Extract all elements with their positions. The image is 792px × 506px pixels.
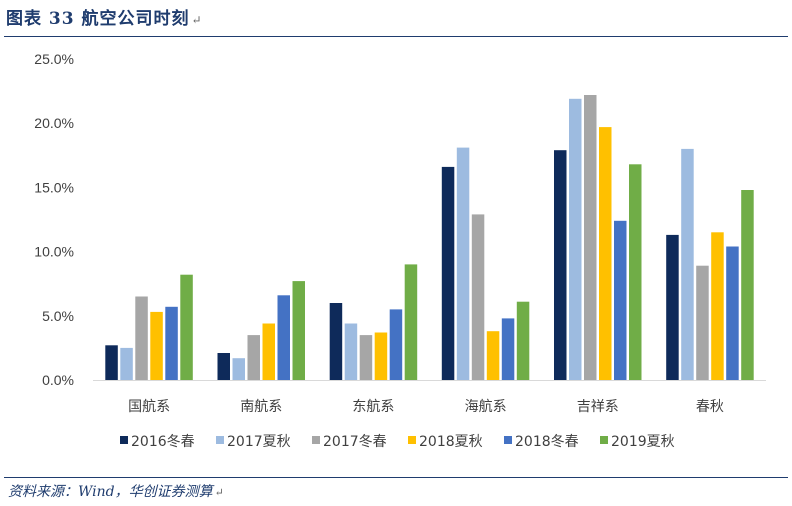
- bar: [105, 345, 118, 380]
- legend: 2016冬春 2017夏秋 2017冬春 2018夏秋 2018冬春 2019夏秋: [120, 434, 675, 450]
- legend-swatch: [216, 436, 224, 444]
- bar: [232, 358, 245, 380]
- x-axis: 国航系 南航系 东航系 海航系 吉祥系 春秋: [128, 399, 724, 415]
- bar: [150, 311, 163, 380]
- bar: [681, 148, 694, 380]
- bar: [629, 164, 642, 380]
- x-tick-label: 南航系: [240, 399, 282, 415]
- legend-swatch: [600, 436, 608, 444]
- legend-swatch: [504, 436, 512, 444]
- bar: [726, 246, 739, 380]
- legend-swatch: [312, 436, 320, 444]
- bar: [696, 265, 709, 380]
- x-tick-label: 海航系: [465, 399, 507, 415]
- bar: [344, 323, 358, 380]
- bar: [456, 147, 470, 380]
- bar: [135, 296, 148, 380]
- y-tick-label: 20.0%: [34, 115, 74, 131]
- bar: [569, 98, 582, 381]
- bar: [262, 323, 275, 380]
- bar: [441, 166, 455, 380]
- bar: [374, 332, 388, 380]
- legend-label: 2016冬春: [131, 434, 195, 450]
- x-tick-label: 国航系: [128, 399, 170, 415]
- legend-swatch: [408, 436, 416, 444]
- paragraph-mark-icon: ↵: [191, 13, 203, 27]
- source-divider: [4, 477, 788, 478]
- title-divider: [4, 36, 788, 37]
- paragraph-mark-icon: ↵: [214, 486, 224, 499]
- figure-title-text: 图表 33 航空公司时刻: [6, 9, 190, 29]
- bar: [389, 309, 403, 380]
- bar: [584, 95, 597, 380]
- y-tick-label: 5.0%: [42, 308, 74, 324]
- bars: [105, 95, 754, 381]
- bar: [277, 295, 290, 380]
- bar: [554, 150, 567, 380]
- bar: [329, 303, 343, 380]
- x-tick-label: 东航系: [352, 399, 394, 415]
- x-tick-label: 春秋: [696, 399, 724, 415]
- bar: [741, 190, 754, 380]
- x-tick-label: 吉祥系: [577, 399, 619, 415]
- bar: [486, 331, 500, 380]
- bar-chart: 0.0% 5.0% 10.0% 15.0% 20.0% 25.0% 国航系 南航系 东航系 海航…: [34, 51, 766, 450]
- bar: [120, 347, 133, 380]
- y-tick-label: 10.0%: [34, 244, 74, 260]
- legend-label: 2017夏秋: [227, 434, 291, 450]
- y-tick-label: 0.0%: [42, 372, 74, 388]
- legend-label: 2018冬春: [515, 434, 579, 450]
- bar: [165, 306, 178, 380]
- bar: [501, 318, 515, 380]
- legend-label: 2017冬春: [323, 434, 387, 450]
- bar: [292, 281, 305, 380]
- bar: [666, 234, 679, 380]
- bar: [711, 232, 724, 380]
- y-tick-label: 15.0%: [34, 179, 74, 195]
- y-tick-label: 25.0%: [34, 51, 74, 67]
- legend-label: 2019夏秋: [611, 434, 675, 450]
- source-note: 资料来源：Wind，华创证券测算 ↵: [8, 481, 224, 503]
- bar: [404, 264, 418, 380]
- bar: [247, 335, 260, 380]
- bar: [614, 220, 627, 380]
- source-text: 资料来源：Wind，华创证券测算: [8, 484, 213, 500]
- bar: [359, 335, 373, 380]
- bar: [471, 214, 485, 380]
- bar: [180, 274, 193, 380]
- legend-swatch: [120, 436, 128, 444]
- bar: [217, 353, 230, 380]
- figure-title: 图表 33 航空公司时刻 ↵: [6, 4, 203, 34]
- legend-label: 2018夏秋: [419, 434, 483, 450]
- bar: [599, 127, 612, 380]
- y-axis: 0.0% 5.0% 10.0% 15.0% 20.0% 25.0%: [34, 51, 74, 388]
- bar: [516, 301, 530, 380]
